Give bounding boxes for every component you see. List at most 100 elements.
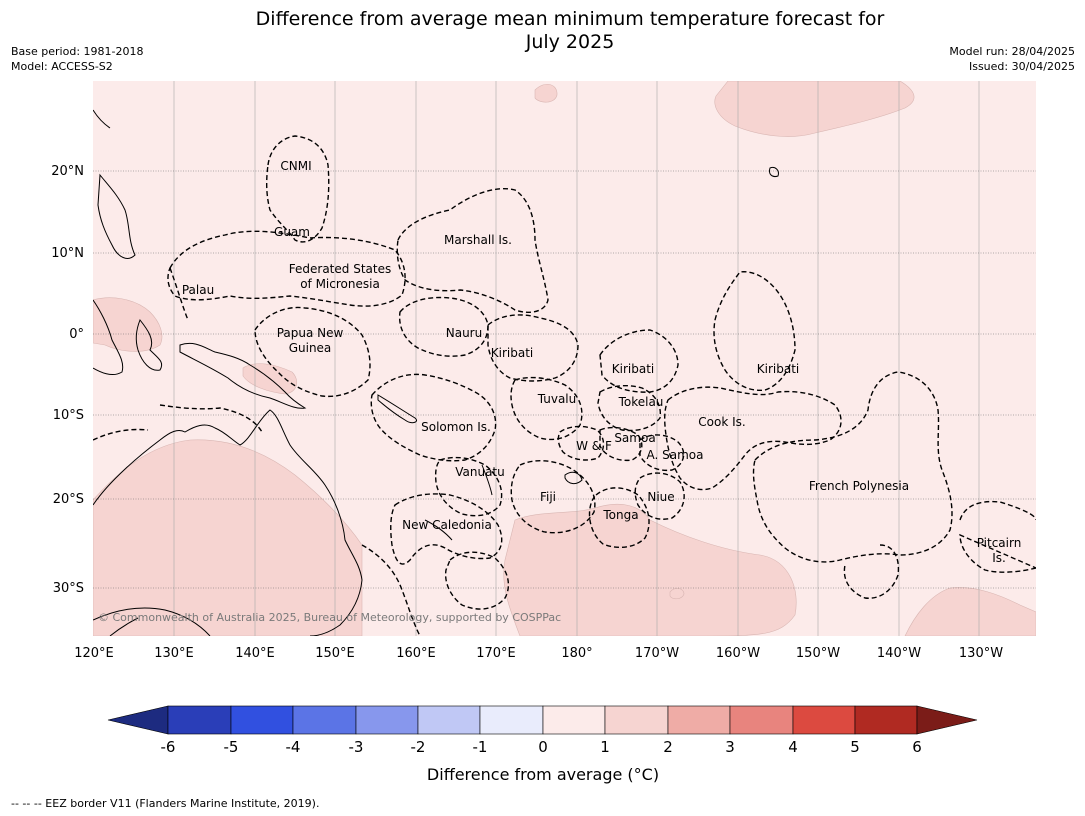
colorbar-tick: -2 — [411, 738, 426, 756]
eez-nauru — [398, 296, 489, 357]
copyright-credit: © Commonwealth of Australia 2025, Bureau… — [98, 611, 561, 624]
eez-pitcairn — [959, 500, 1036, 573]
label-png-line1: Papua New — [277, 326, 344, 340]
title-line-1: Difference from average mean minimum tem… — [255, 8, 885, 30]
lon-label: 160°W — [716, 646, 760, 661]
colorbar-segment — [292, 705, 357, 735]
issued-date: Issued: 30/04/2025 — [968, 60, 1075, 73]
colorbar-segment — [479, 705, 544, 735]
eez-png — [254, 306, 371, 398]
lon-label: 140°E — [235, 646, 275, 661]
label-fsm-line2: of Micronesia — [300, 277, 380, 291]
colorbar-extend-high — [916, 705, 978, 735]
eez-fiji — [510, 460, 596, 534]
lon-label: 130°E — [154, 646, 194, 661]
coastlines — [93, 109, 779, 636]
colorbar-tick: -1 — [473, 738, 488, 756]
label-niue: Niue — [647, 490, 674, 504]
colorbar-segment — [604, 705, 669, 735]
label-guam: Guam — [274, 225, 310, 239]
label-wallis-futuna: W & F — [576, 439, 612, 453]
lat-label: 20°N — [51, 164, 84, 179]
label-tokelau: Tokelau — [618, 395, 664, 409]
label-fsm-line1: Federated States — [289, 262, 391, 276]
latitude-labels: 20°N 10°N 0° 10°S 20°S 30°S — [51, 164, 84, 596]
lon-label: 180° — [561, 646, 592, 661]
colorbar-tick: 2 — [663, 738, 673, 756]
colorbar-tick: 6 — [912, 738, 922, 756]
eez-samoa — [599, 426, 643, 462]
label-palau: Palau — [182, 283, 214, 297]
label-vanuatu: Vanuatu — [455, 465, 505, 479]
label-french-polynesia: French Polynesia — [809, 479, 909, 493]
colorbar-segment — [167, 705, 232, 735]
colorbar-tick: 0 — [538, 738, 548, 756]
anomaly-area-north-pacific — [714, 81, 915, 137]
eez-indonesia — [93, 404, 263, 441]
eez-tokelau — [597, 384, 662, 432]
new-guinea-coast — [179, 342, 307, 409]
eez-french-polynesia — [752, 371, 953, 563]
anomaly-area-small-north — [534, 83, 558, 103]
parallel-lines — [93, 170, 1036, 589]
longitude-labels: 120°E 130°E 140°E 150°E 160°E 170°E 180°… — [74, 646, 1003, 661]
label-samoa: Samoa — [614, 431, 655, 445]
colorbar-tick: 4 — [788, 738, 798, 756]
lon-label: 140°W — [877, 646, 921, 661]
map-title: Difference from average mean minimum tem… — [170, 8, 970, 54]
philippines-coast — [97, 173, 136, 259]
eez-kiribati-e — [713, 271, 796, 392]
label-marshall: Marshall Is. — [444, 233, 512, 247]
colorbar-segment — [542, 705, 606, 735]
label-kiribati-east: Kiribati — [757, 362, 799, 376]
lon-label: 170°W — [635, 646, 679, 661]
map-panel: © Commonwealth of Australia 2025, Bureau… — [93, 81, 1036, 636]
label-pitcairn-line1: Pitcairn — [977, 536, 1022, 550]
hawaii-coast — [769, 167, 779, 177]
anomaly-area-australia — [93, 439, 363, 636]
eez-pitcairn-west — [843, 544, 900, 599]
colorbar-tick: 5 — [850, 738, 860, 756]
title-line-2: July 2025 — [525, 31, 615, 53]
label-cnmi: CNMI — [280, 159, 311, 173]
new-caledonia-coast — [424, 519, 453, 541]
colorbar-segment — [355, 705, 419, 735]
fiji-coast — [564, 471, 583, 485]
colorbar-tick: -6 — [161, 738, 176, 756]
eez-norfolk — [444, 551, 510, 610]
colorbar-segment — [417, 705, 481, 735]
japan-coast — [93, 109, 111, 129]
eez-wallis-futuna — [557, 425, 605, 461]
lon-label: 160°E — [396, 646, 436, 661]
colorbar-extend-low — [107, 705, 169, 735]
label-nauru: Nauru — [446, 326, 482, 340]
lat-label: 0° — [69, 327, 84, 342]
eez-fsm — [167, 230, 406, 307]
lon-label: 170°E — [476, 646, 516, 661]
eez-tonga — [588, 487, 650, 549]
meta-left: Base period: 1981-2018 Model: ACCESS-S2 — [11, 44, 143, 74]
colorbar-segment — [667, 705, 731, 735]
anomaly-area-south-east — [904, 587, 1036, 636]
colorbar-tick: -4 — [286, 738, 301, 756]
colorbar-tick: 3 — [725, 738, 735, 756]
meta-right: Model run: 28/04/2025 Issued: 30/04/2025 — [949, 44, 1075, 74]
label-fiji: Fiji — [540, 490, 556, 504]
colorbar: -6 -5 -4 -3 -2 -1 0 1 2 3 4 5 6 Differen… — [107, 705, 978, 784]
base-period: Base period: 1981-2018 — [11, 45, 144, 58]
lat-label: 10°N — [51, 246, 84, 261]
lat-label: 10°S — [53, 408, 84, 423]
label-kiribati-central: Kiribati — [612, 362, 654, 376]
label-kiribati-west: Kiribati — [491, 346, 533, 360]
lon-label: 150°W — [796, 646, 840, 661]
label-solomon: Solomon Is. — [421, 420, 491, 434]
lon-label: 150°E — [315, 646, 355, 661]
australia-coast — [93, 409, 363, 636]
model-name: Model: ACCESS-S2 — [11, 60, 113, 73]
solomon-coast — [377, 394, 418, 424]
eez-cook — [663, 386, 842, 491]
colorbar-segment — [230, 705, 294, 735]
anomaly-area-west-equatorial — [93, 297, 163, 352]
eez-palau — [169, 267, 189, 321]
